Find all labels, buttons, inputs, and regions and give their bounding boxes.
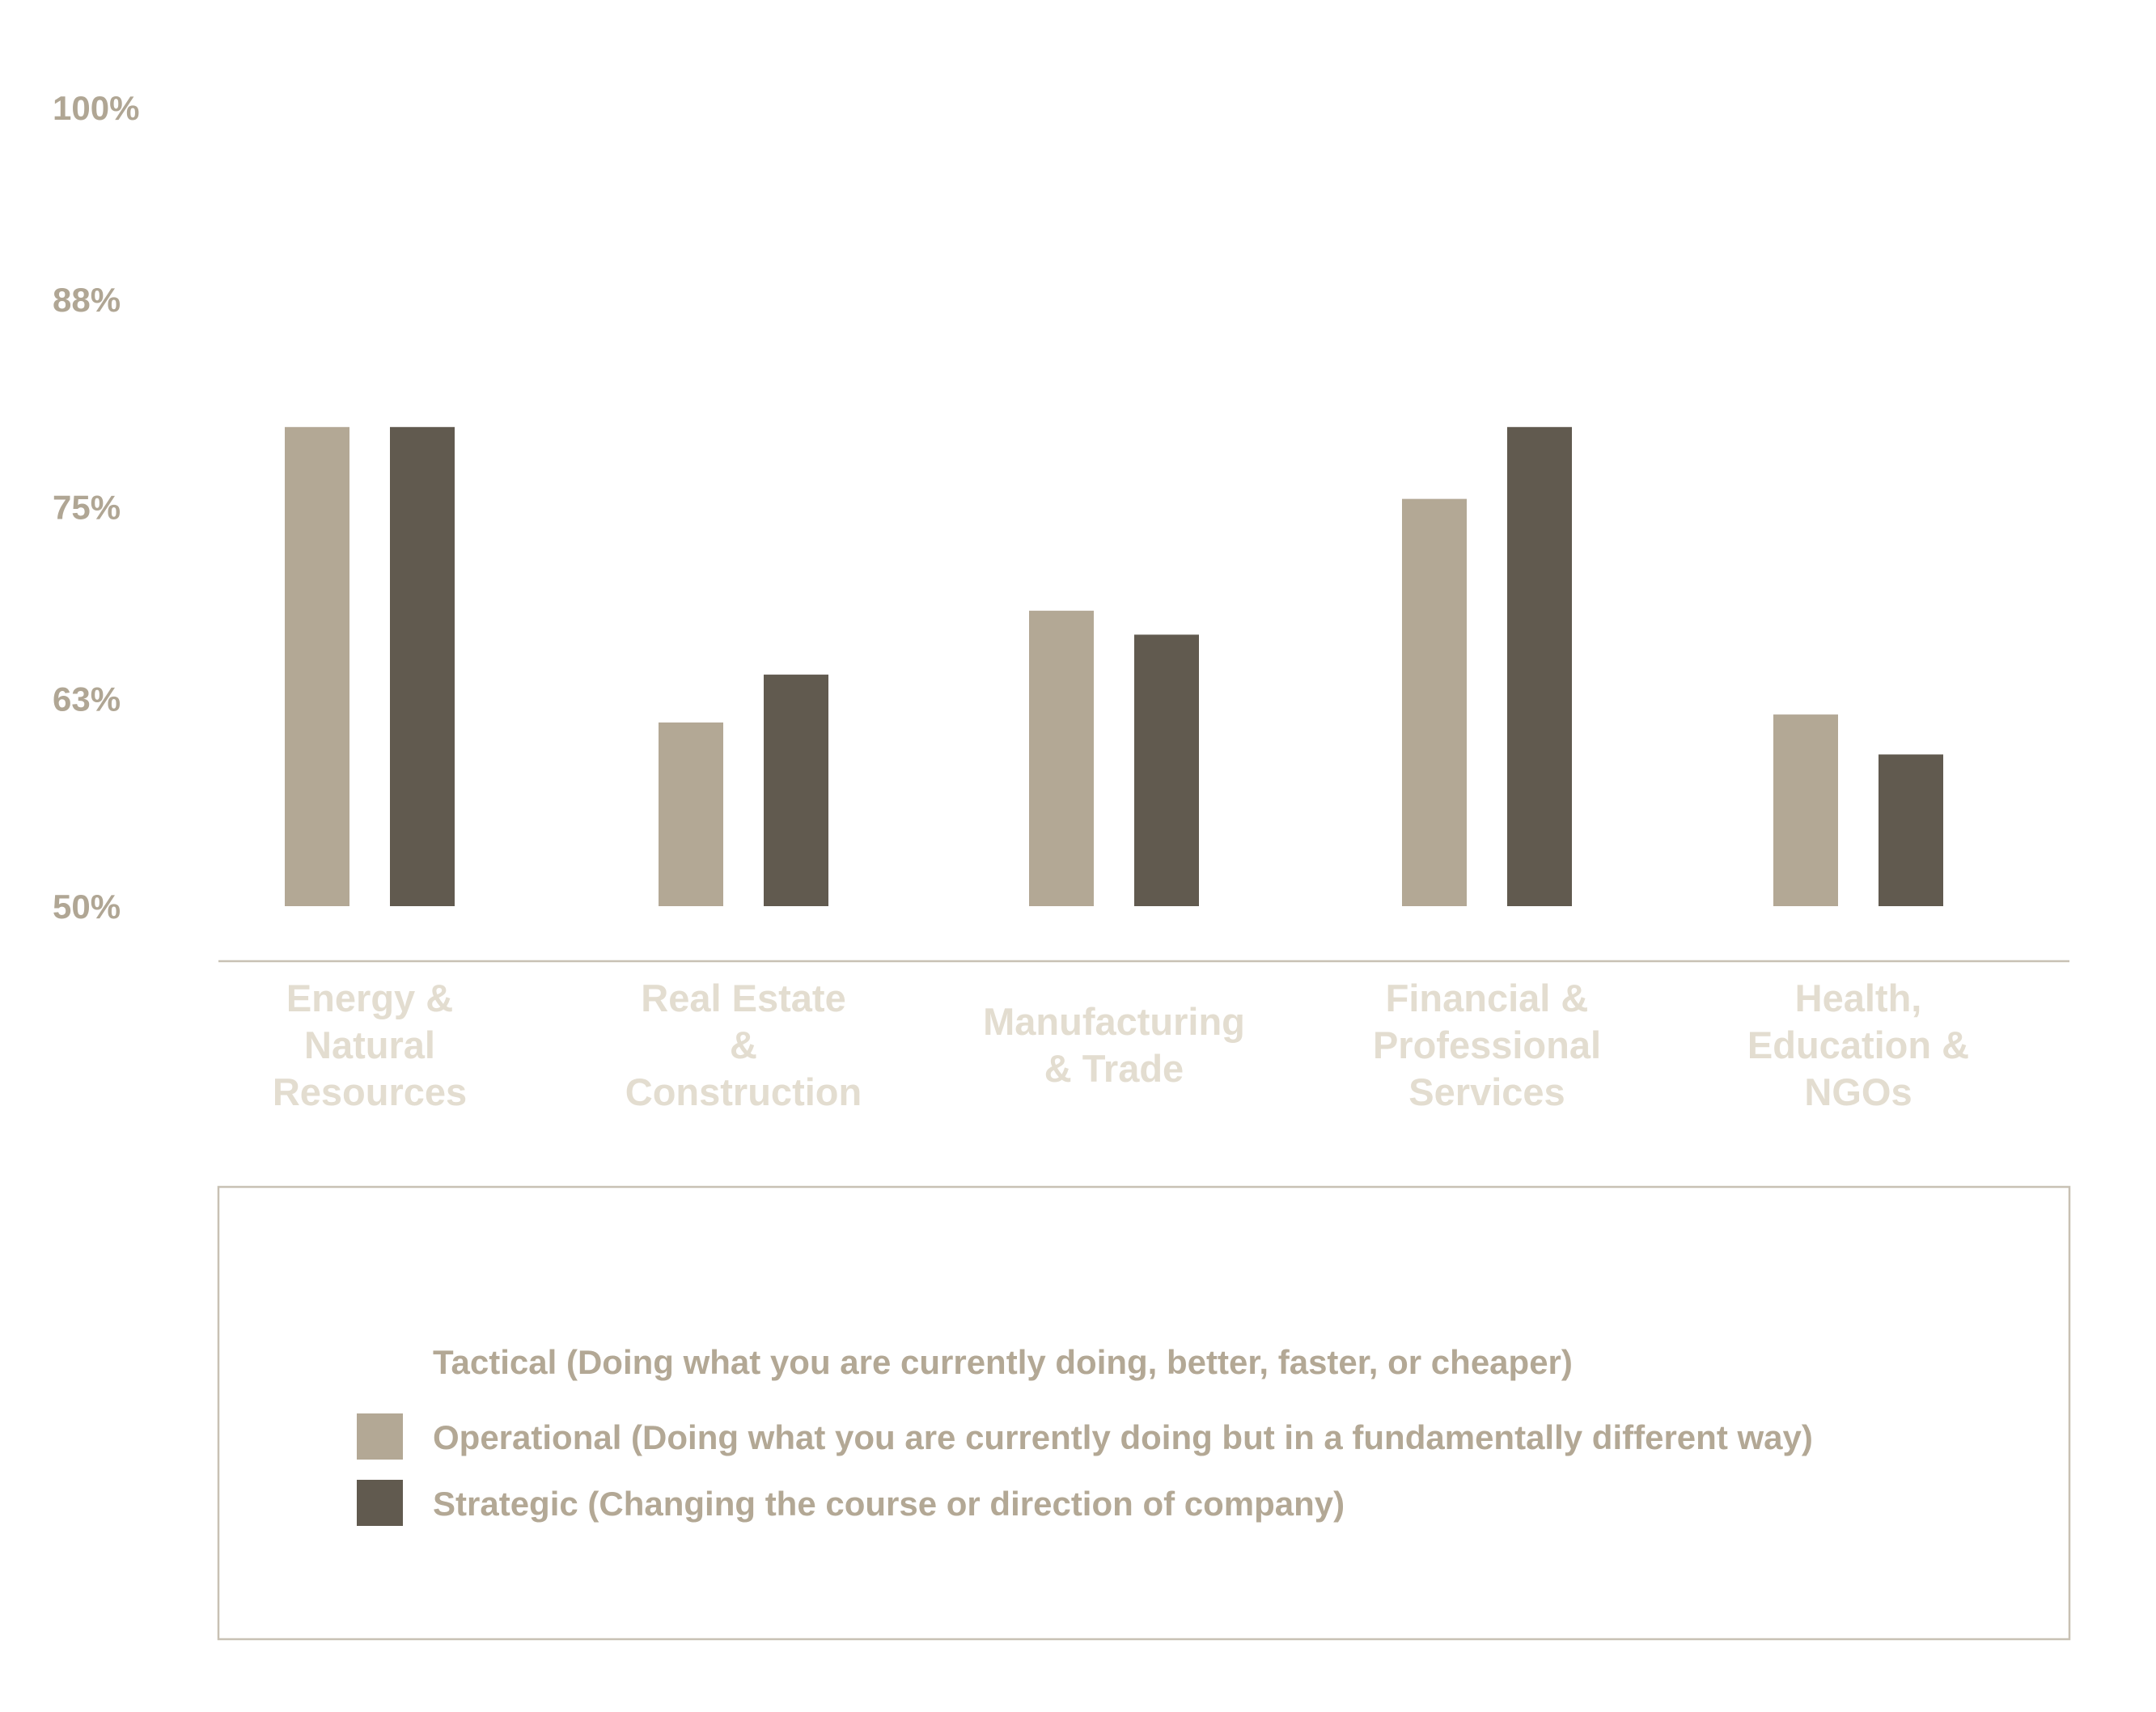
y-tick-label: 50% [53, 888, 121, 926]
legend-label: Tactical (Doing what you are currently d… [433, 1343, 1573, 1381]
y-axis: 50% 63% 75% 88% 100% [53, 89, 139, 926]
bar-strategic [1134, 634, 1199, 906]
x-tick-label: Real Estate & Construction [625, 977, 862, 1113]
x-tick-label: Energy & Natural Resources [273, 977, 467, 1113]
bar-operational [1402, 498, 1467, 906]
legend-label: Operational (Doing what you are currentl… [433, 1418, 1813, 1456]
legend: Tactical (Doing what you are currently d… [217, 1185, 2071, 1641]
y-tick-label: 75% [53, 489, 121, 527]
legend-swatch [357, 1413, 403, 1460]
x-tick-label: Financial & Professional Services [1373, 977, 1601, 1113]
bar-operational [1029, 610, 1094, 906]
bar-operational [1773, 714, 1838, 906]
bar-strategic [390, 426, 455, 906]
legend-label: Strategic (Changing the course or direct… [433, 1485, 1345, 1523]
legend-box [217, 1185, 2071, 1641]
y-tick-label: 63% [53, 680, 121, 718]
bar-strategic [764, 674, 828, 906]
x-tick-label: Manufacturing & Trade [983, 1000, 1245, 1090]
x-axis: Energy & Natural Resources Real Estate & Cons… [273, 977, 1969, 1113]
legend-items: Tactical (Doing what you are currently d… [357, 1343, 1813, 1526]
y-tick-label: 88% [53, 281, 121, 319]
x-tick-label: Health, Education & NGOs [1747, 977, 1969, 1113]
bar-strategic [1879, 754, 1943, 906]
bars [285, 426, 1943, 906]
bar-operational [285, 426, 349, 906]
bar-strategic [1507, 426, 1572, 906]
bar-operational [659, 722, 723, 906]
y-tick-label: 100% [53, 89, 139, 127]
legend-swatch [357, 1480, 403, 1526]
